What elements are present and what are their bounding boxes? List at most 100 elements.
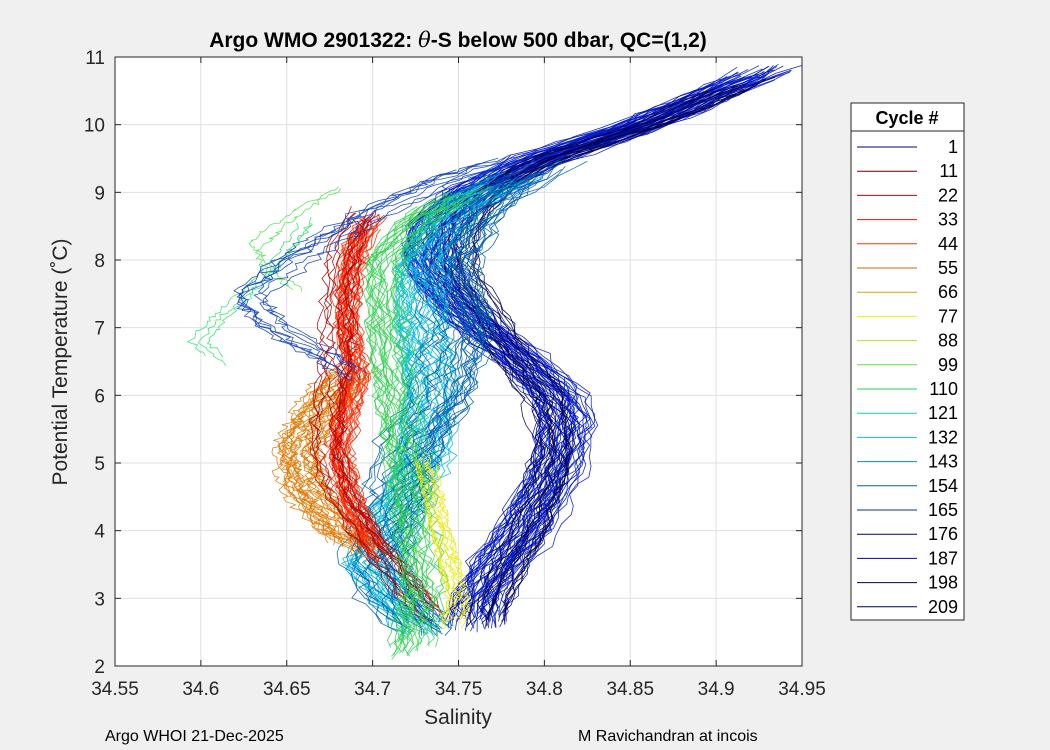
- legend-label: 99: [938, 355, 958, 375]
- legend: Cycle # 11122334455667788991101211321431…: [850, 102, 965, 621]
- profile-line: [435, 465, 469, 616]
- profile-lines: [186, 63, 802, 660]
- legend-label: 132: [928, 427, 958, 447]
- legend-label: 143: [928, 452, 958, 472]
- profile-line: [186, 222, 299, 356]
- profile-line: [197, 217, 313, 367]
- profile-line: [337, 216, 380, 548]
- ticks: 34.55 34.6 34.65 34.7 34.75 34.8 34.85 34.9 34.9…: [84, 48, 826, 700]
- profile-line: [253, 159, 522, 380]
- legend-label: 88: [938, 331, 958, 351]
- x-tick-label: 34.65: [263, 679, 311, 700]
- profile-line: [389, 186, 485, 652]
- profile-line: [470, 77, 776, 616]
- profile-line: [322, 227, 362, 550]
- profile-line: [435, 86, 714, 617]
- profile-line: [336, 163, 501, 632]
- profile-line: [278, 372, 358, 555]
- y-tick-label: 7: [94, 319, 105, 340]
- profile-line: [456, 84, 738, 627]
- profile-line: [396, 173, 547, 627]
- legend-title: Cycle #: [875, 108, 938, 128]
- profile-line: [300, 363, 369, 548]
- profile-line: [419, 463, 456, 630]
- profile-line: [271, 381, 329, 544]
- profile-line: [391, 166, 552, 630]
- profile-line: [290, 383, 363, 557]
- profile-line: [398, 180, 539, 636]
- legend-label: 44: [938, 234, 958, 254]
- profile-line: [472, 85, 755, 622]
- profile-line: [377, 193, 464, 641]
- y-tick-label: 11: [85, 48, 105, 69]
- legend-label: 11: [939, 161, 958, 181]
- profile-line: [378, 192, 460, 655]
- profile-line: [437, 74, 764, 614]
- profile-line: [259, 170, 486, 370]
- profile-line: [282, 377, 348, 544]
- legend-label: 55: [938, 258, 958, 278]
- chart-title: Argo WMO 2901322: θ-S below 500 dbar, QC…: [209, 28, 707, 52]
- profile-line: [351, 191, 471, 633]
- profile-line: [443, 90, 705, 628]
- legend-label: 66: [938, 282, 958, 302]
- profile-line: [345, 188, 469, 633]
- profile-line: [374, 195, 456, 646]
- y-tick-label: 6: [94, 386, 105, 407]
- profile-line: [414, 461, 451, 616]
- profile-line: [335, 227, 436, 610]
- y-tick-label: 10: [84, 116, 105, 137]
- legend-label: 176: [928, 524, 958, 544]
- title-part-1: Argo WMO 2901322:: [209, 29, 418, 52]
- footer-right: M Ravichandran at incois: [578, 728, 758, 745]
- profile-line: [364, 191, 451, 643]
- profile-line: [391, 192, 473, 645]
- profile-line: [327, 218, 434, 606]
- x-tick-label: 34.8: [526, 679, 563, 700]
- y-axis-label: Potential Temperature (˚C): [49, 238, 72, 485]
- profile-line: [280, 385, 332, 541]
- title-theta: θ: [418, 28, 431, 52]
- profile-line: [257, 188, 341, 292]
- legend-label: 1: [948, 137, 958, 157]
- profile-line: [277, 365, 344, 548]
- legend-label: 77: [938, 306, 958, 326]
- legend-label: 121: [928, 403, 958, 423]
- legend-label: 198: [928, 573, 958, 593]
- profile-line: [257, 162, 502, 374]
- profile-line: [422, 457, 461, 613]
- profile-line: [281, 373, 341, 535]
- profile-line: [424, 65, 769, 619]
- legend-label: 110: [929, 379, 958, 399]
- profile-line: [236, 154, 511, 381]
- profile-line: [366, 206, 418, 646]
- y-tick-label: 9: [94, 183, 105, 204]
- profile-line: [424, 462, 461, 622]
- profile-line: [458, 81, 751, 614]
- y-tick-label: 8: [94, 251, 105, 272]
- profile-line: [332, 209, 431, 608]
- x-axis-label: Salinity: [424, 706, 492, 729]
- profile-line: [416, 458, 453, 621]
- profile-line: [339, 210, 440, 609]
- profile-line: [336, 212, 446, 621]
- legend-label: 154: [928, 476, 958, 496]
- profile-line: [308, 222, 418, 612]
- profile-line: [365, 191, 451, 657]
- profile-line: [288, 380, 371, 553]
- profile-line: [314, 212, 419, 608]
- legend-label: 187: [928, 548, 958, 568]
- profile-line: [441, 88, 718, 613]
- y-tick-label: 2: [94, 657, 105, 678]
- legend-label: 22: [938, 185, 958, 205]
- profile-line: [369, 199, 437, 654]
- profile-line: [379, 180, 515, 636]
- x-tick-label: 34.9: [698, 679, 735, 700]
- x-tick-label: 34.55: [91, 679, 139, 700]
- profile-line: [350, 187, 478, 640]
- profile-line: [233, 162, 484, 375]
- profile-line: [408, 69, 749, 629]
- profile-line: [439, 86, 746, 616]
- profile-line: [389, 206, 450, 651]
